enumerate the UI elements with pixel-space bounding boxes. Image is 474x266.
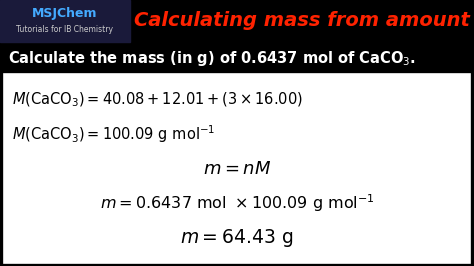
Text: $\mathit{m} = \mathit{n}\mathit{M}$: $\mathit{m} = \mathit{n}\mathit{M}$ — [203, 160, 271, 177]
Bar — [4, 74, 470, 263]
Text: Calculating mass from amount: Calculating mass from amount — [134, 11, 470, 31]
Bar — [0, 42, 474, 74]
Text: $\mathit{M}(\mathrm{CaCO_3}) = 40.08 + 12.01 + (3 \times 16.00)$: $\mathit{M}(\mathrm{CaCO_3}) = 40.08 + 1… — [12, 90, 303, 109]
Text: Tutorials for IB Chemistry: Tutorials for IB Chemistry — [17, 26, 113, 35]
Text: Calculate the mass (in g) of 0.6437 mol of CaCO$_3$.: Calculate the mass (in g) of 0.6437 mol … — [8, 48, 416, 68]
Text: $\mathit{m} = 64.43\ \mathrm{g}$: $\mathit{m} = 64.43\ \mathrm{g}$ — [181, 227, 293, 249]
Text: $\mathit{M}(\mathrm{CaCO_3}) = 100.09\ \mathrm{g\ mol^{-1}}$: $\mathit{M}(\mathrm{CaCO_3}) = 100.09\ \… — [12, 123, 216, 145]
Text: $\mathit{m} = 0.6437\ \mathrm{mol}\ \times 100.09\ \mathrm{g\ mol^{-1}}$: $\mathit{m} = 0.6437\ \mathrm{mol}\ \tim… — [100, 192, 374, 214]
Text: MSJChem: MSJChem — [32, 6, 98, 19]
Bar — [0, 0, 130, 42]
